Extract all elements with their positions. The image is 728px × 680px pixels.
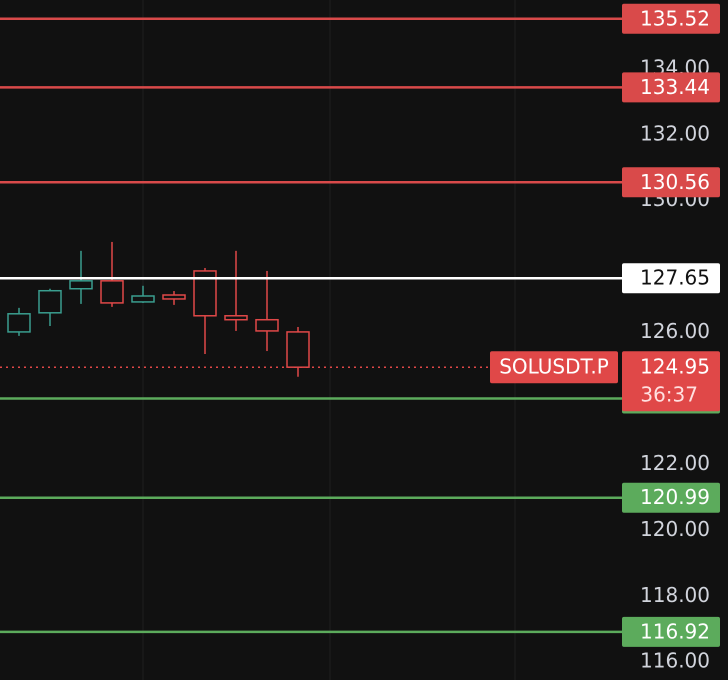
level-label: 127.65 <box>640 266 710 290</box>
y-tick-label: 120.00 <box>640 517 710 541</box>
candle-body <box>7 313 31 333</box>
candle-body <box>255 318 279 332</box>
y-tick-label: 122.00 <box>640 451 710 475</box>
symbol-label: SOLUSDT.P <box>499 355 609 379</box>
level-label: 133.44 <box>640 75 710 99</box>
candle-body <box>69 280 93 290</box>
candle-body <box>100 280 124 304</box>
level-label: 130.56 <box>640 170 710 194</box>
candle-body <box>38 289 62 314</box>
candle-body <box>224 315 248 321</box>
level-label-bg <box>622 72 720 103</box>
y-tick-label: 126.00 <box>640 319 710 343</box>
level-label-bg <box>622 3 720 34</box>
candle-body <box>286 331 310 368</box>
level-label: 116.92 <box>640 619 710 643</box>
countdown: 36:37 <box>640 383 698 407</box>
y-tick-label: 132.00 <box>640 121 710 145</box>
level-label-bg <box>622 616 720 647</box>
y-tick-label: 118.00 <box>640 583 710 607</box>
candle-body <box>162 294 186 300</box>
y-tick-label: 116.00 <box>640 649 710 673</box>
level-label: 135.52 <box>640 6 710 30</box>
level-label-bg <box>622 482 720 513</box>
candle-body <box>131 295 155 303</box>
candle-body <box>193 270 217 317</box>
level-label-bg <box>622 167 720 198</box>
price-label: 124.95 <box>640 355 710 379</box>
level-label: 120.99 <box>640 485 710 509</box>
level-label-bg <box>622 263 720 294</box>
price-label-bg <box>622 351 720 412</box>
symbol-label-bg <box>490 351 618 384</box>
